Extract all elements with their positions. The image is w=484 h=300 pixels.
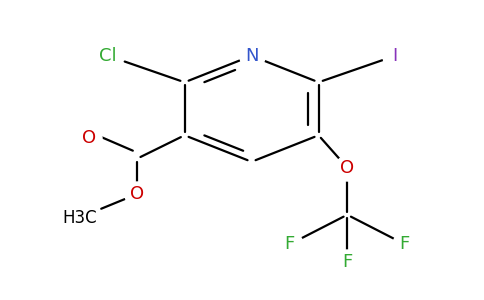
Text: F: F (400, 235, 410, 253)
Text: F: F (285, 235, 295, 253)
Text: H3C: H3C (62, 209, 97, 227)
Text: O: O (340, 159, 354, 177)
Text: N: N (245, 47, 258, 65)
Text: I: I (393, 47, 398, 65)
Text: O: O (130, 185, 144, 203)
Text: F: F (342, 253, 352, 271)
Text: O: O (82, 129, 96, 147)
Text: Cl: Cl (99, 47, 117, 65)
